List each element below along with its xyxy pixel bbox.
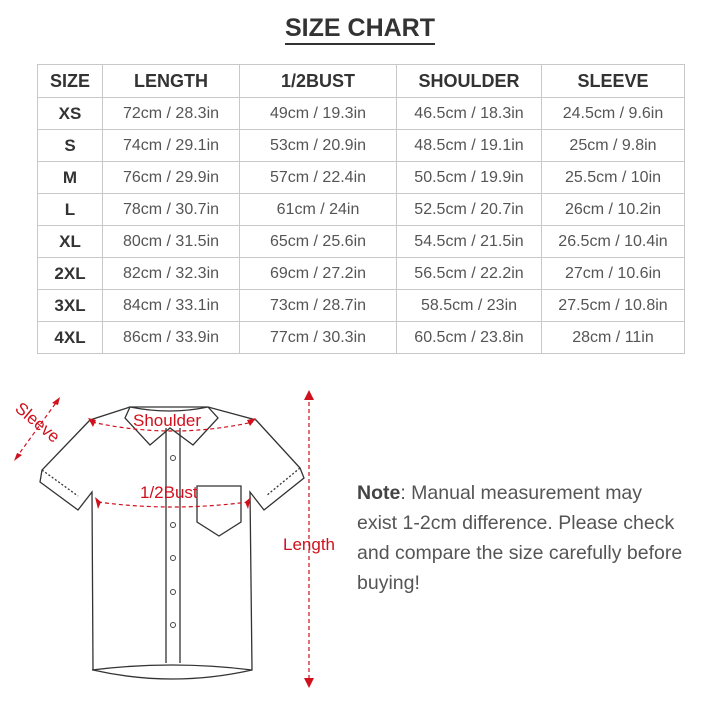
measurement-cell: 72cm / 28.3in — [102, 97, 240, 130]
measurement-cell: 73cm / 28.7in — [239, 289, 397, 322]
size-cell: XS — [37, 97, 103, 130]
table-row: 2XL 82cm / 32.3in 69cm / 27.2in 56.5cm / 22… — [37, 257, 685, 290]
measurement-cell: 48.5cm / 19.1in — [396, 129, 542, 162]
measurement-cell: 54.5cm / 21.5in — [396, 225, 542, 258]
measurement-cell: 58.5cm / 23in — [396, 289, 542, 322]
measurement-cell: 28cm / 11in — [541, 321, 685, 354]
measurement-lines — [15, 395, 310, 682]
measurement-cell: 86cm / 33.9in — [102, 321, 240, 354]
table-row: S 74cm / 29.1in 53cm / 20.9in 48.5cm / 19.1… — [37, 129, 685, 162]
size-chart-table: SIZE LENGTH 1/2BUST SHOULDER SLEEVE XS 72… — [37, 64, 685, 354]
measurement-note: Note: Manual measurement may exist 1-2cm… — [357, 482, 683, 594]
col-length: LENGTH — [102, 64, 240, 98]
size-cell: XL — [37, 225, 103, 258]
measurement-cell: 49cm / 19.3in — [239, 97, 397, 130]
size-cell: 3XL — [37, 289, 103, 322]
measurement-cell: 25.5cm / 10in — [541, 161, 685, 194]
measurement-cell: 52.5cm / 20.7in — [396, 193, 542, 226]
size-cell: S — [37, 129, 103, 162]
table-row: M 76cm / 29.9in 57cm / 22.4in 50.5cm / 19.9… — [37, 161, 685, 194]
shoulder-line — [91, 421, 254, 432]
measurement-cell: 25cm / 9.8in — [541, 129, 685, 162]
table-header-row: SIZE LENGTH 1/2BUST SHOULDER SLEEVE — [37, 64, 685, 98]
measurement-cell: 56.5cm / 22.2in — [396, 257, 542, 290]
measurement-cell: 27cm / 10.6in — [541, 257, 685, 290]
table-row: 3XL 84cm / 33.1in 73cm / 28.7in 58.5cm / 23… — [37, 289, 685, 322]
table-row: XS 72cm / 28.3in 49cm / 19.3in 46.5cm / 18.… — [37, 97, 685, 130]
shirt-diagram: Shoulder 1/2Bust Length Sleeve — [11, 390, 335, 688]
measurement-cell: 82cm / 32.3in — [102, 257, 240, 290]
measurement-cell: 65cm / 25.6in — [239, 225, 397, 258]
measurement-cell: 26.5cm / 10.4in — [541, 225, 685, 258]
button-icons — [170, 455, 176, 628]
table-row: L 78cm / 30.7in 61cm / 24in 52.5cm / 20.7in… — [37, 193, 685, 226]
col-bust: 1/2BUST — [239, 64, 397, 98]
measurement-cell: 57cm / 22.4in — [239, 161, 397, 194]
table-row: 4XL 86cm / 33.9in 77cm / 30.3in 60.5cm / 23… — [37, 321, 685, 354]
shirt-illustration — [39, 406, 305, 680]
sleeve-arrow-line — [15, 399, 59, 459]
measurement-cell: 24.5cm / 9.6in — [541, 97, 685, 130]
measurement-cell: 80cm / 31.5in — [102, 225, 240, 258]
measurement-cell: 61cm / 24in — [239, 193, 397, 226]
shoulder-label: Shoulder — [133, 411, 201, 430]
measurement-cell: 60.5cm / 23.8in — [396, 321, 542, 354]
measurement-cell: 69cm / 27.2in — [239, 257, 397, 290]
measurement-cell: 50.5cm / 19.9in — [396, 161, 542, 194]
measurement-cell: 27.5cm / 10.8in — [541, 289, 685, 322]
bust-line — [97, 501, 249, 508]
sleeve-label: Sleeve — [11, 399, 63, 447]
measurement-cell: 26cm / 10.2in — [541, 193, 685, 226]
page-title: SIZE CHART — [0, 14, 720, 45]
size-cell: 4XL — [37, 321, 103, 354]
measurement-cell: 53cm / 20.9in — [239, 129, 397, 162]
col-size: SIZE — [37, 64, 103, 98]
measurement-cell: 74cm / 29.1in — [102, 129, 240, 162]
col-shoulder: SHOULDER — [396, 64, 542, 98]
measurement-cell: 76cm / 29.9in — [102, 161, 240, 194]
col-sleeve: SLEEVE — [541, 64, 685, 98]
measurement-cell: 77cm / 30.3in — [239, 321, 397, 354]
arrow-icons — [14, 390, 314, 688]
size-cell: 2XL — [37, 257, 103, 290]
bust-label: 1/2Bust — [140, 483, 198, 502]
measurement-cell: 78cm / 30.7in — [102, 193, 240, 226]
size-cell: L — [37, 193, 103, 226]
length-label: Length — [283, 535, 335, 554]
measurement-cell: 84cm / 33.1in — [102, 289, 240, 322]
table-row: XL 80cm / 31.5in 65cm / 25.6in 54.5cm / 21.… — [37, 225, 685, 258]
size-cell: M — [37, 161, 103, 194]
measurement-cell: 46.5cm / 18.3in — [396, 97, 542, 130]
